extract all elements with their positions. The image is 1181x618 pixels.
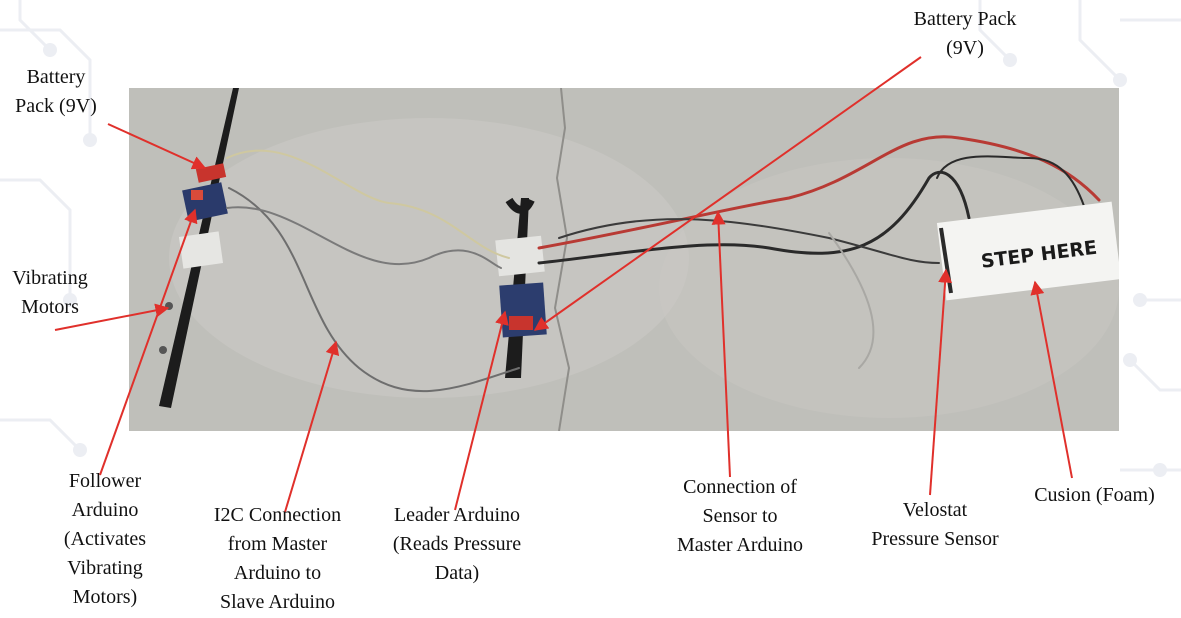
- setup-photo: STEP HERE: [129, 88, 1119, 431]
- label-leader-arduino: Leader Arduino (Reads Pressure Data): [392, 504, 522, 584]
- vibrating-motor: [165, 302, 173, 310]
- breadboard-middle: [495, 235, 545, 277]
- label-battery-left: Battery Pack (9V): [15, 66, 97, 117]
- battery-pack-right: [509, 316, 533, 330]
- i2c-wire: [226, 149, 510, 259]
- foam-cushion: [936, 201, 1119, 301]
- label-sensor-connection: Connection of Sensor to Master Arduino: [676, 476, 804, 556]
- label-velostat: Velostat Pressure Sensor: [871, 499, 999, 550]
- label-i2c-connection: I2C Connection from Master Arduino to Slave…: [213, 504, 342, 613]
- label-follower-arduino: Follower Arduino (Activates Vibrating Motors…: [63, 470, 147, 608]
- label-battery-right: Battery Pack (9V): [913, 8, 1017, 59]
- breadboard-left: [178, 231, 224, 269]
- label-vibrating-motors: Vibrating Motors: [12, 267, 88, 318]
- label-cushion: Cusion (Foam): [1034, 484, 1155, 506]
